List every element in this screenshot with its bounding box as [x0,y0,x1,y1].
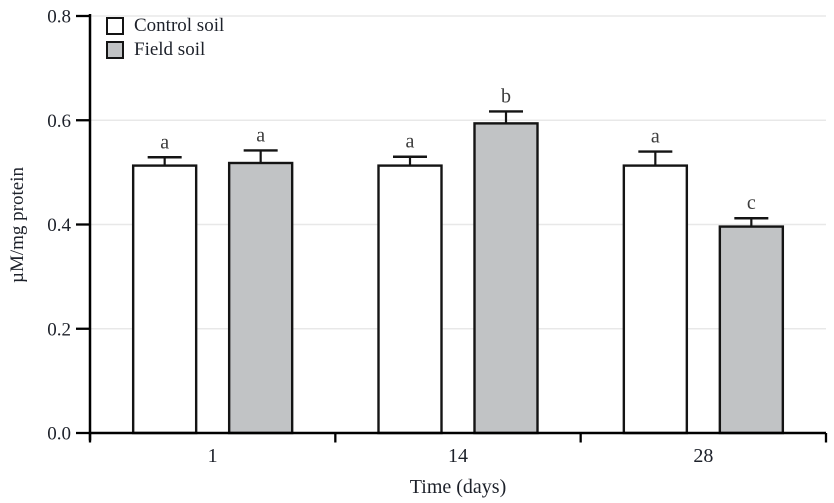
y-tick-label: 0.8 [47,7,71,28]
significance-letter: b [501,85,511,107]
significance-letter: c [747,192,756,214]
significance-letter: a [651,126,660,148]
legend-label-control-soil: Control soil [134,15,225,36]
x-axis-title: Time (days) [409,476,507,498]
legend-swatch-control-soil [106,16,124,35]
legend: Control soil Field soil [106,16,224,64]
y-tick-label: 0.4 [47,215,71,236]
x-tick-label: 28 [693,445,713,467]
bar-field-soil-day-14 [473,122,539,435]
y-tick-label: 0.6 [47,111,71,132]
bar-field-soil-day-1 [227,161,294,435]
bar-control-soil-day-14 [377,164,443,435]
legend-item-control-soil: Control soil [106,16,224,35]
legend-item-field-soil: Field soil [106,40,224,59]
significance-letter: a [160,131,169,153]
legend-label-field-soil: Field soil [134,39,206,60]
bar-field-soil-day-28 [718,225,785,435]
significance-letter: a [256,124,265,146]
bar-control-soil-day-1 [131,164,198,435]
significance-letter: a [406,131,415,153]
y-axis-title: µM/mg protein [7,167,28,283]
y-tick-label: 0.2 [47,319,71,340]
x-tick-label: 14 [448,445,468,467]
bar-control-soil-day-28 [622,164,689,435]
legend-swatch-field-soil [106,40,124,59]
y-tick-label: 0.0 [47,424,71,445]
x-tick-label: 1 [208,445,218,467]
